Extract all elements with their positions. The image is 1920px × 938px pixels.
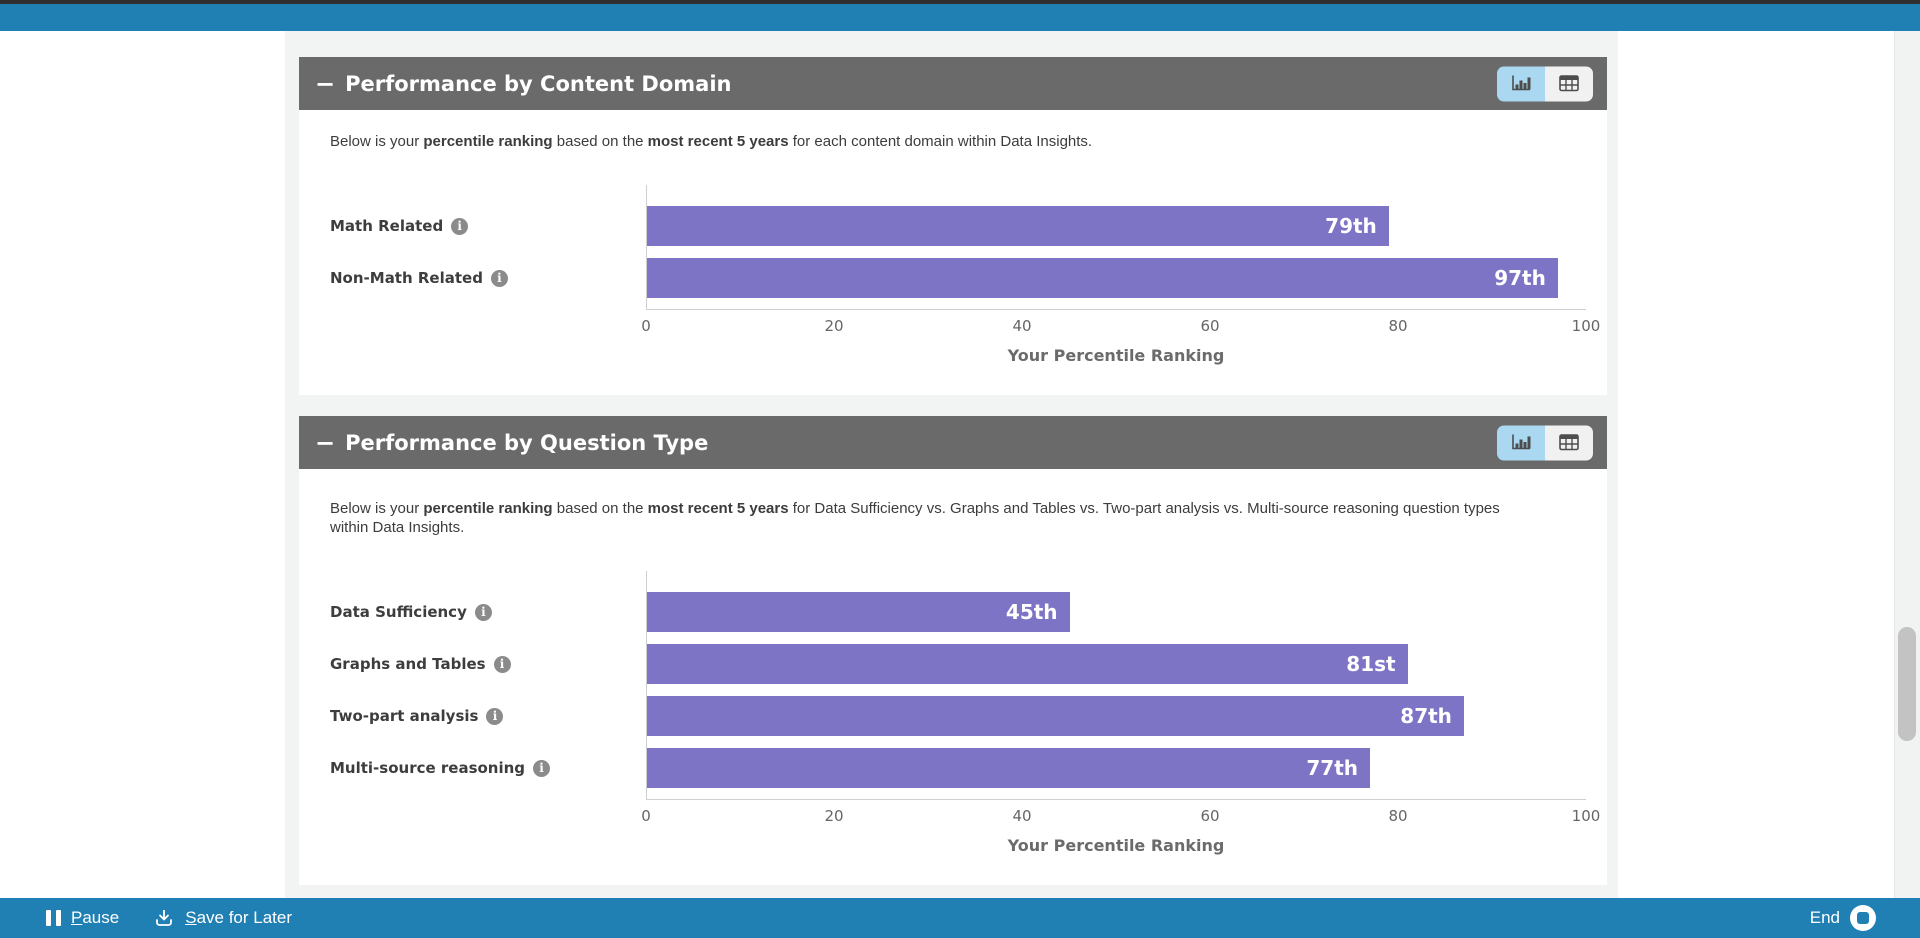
chart-labels-column: Data Sufficiency i Graphs and Tables i Two-p… — [299, 571, 646, 800]
percentile-bar: 45th — [647, 592, 1070, 632]
axis-tick-label: 80 — [1388, 807, 1408, 825]
percentile-bar: 81st — [647, 644, 1408, 684]
info-icon[interactable]: i — [490, 269, 508, 287]
chart-row: 45th — [647, 586, 1586, 638]
bar-value-label: 45th — [1005, 600, 1058, 624]
panel-body: Below is your percentile ranking based o… — [299, 469, 1607, 885]
axis-tick-label: 0 — [641, 317, 651, 335]
table-icon — [1559, 434, 1579, 451]
panel-header: − Performance by Question Type — [299, 416, 1607, 469]
vertical-scrollbar[interactable] — [1894, 31, 1920, 898]
percentile-bar: 97th — [647, 258, 1558, 298]
save-for-later-button[interactable]: Save for Later — [153, 908, 292, 928]
chart-row-label: Multi-source reasoning i — [299, 742, 646, 794]
axis-tick-label: 0 — [641, 807, 651, 825]
category-label: Two-part analysis — [330, 707, 479, 725]
x-axis-title: Your Percentile Ranking — [1007, 346, 1225, 365]
chart-row: 97th — [647, 252, 1586, 304]
bar-chart-icon — [1512, 75, 1531, 91]
main-area: − Performance by Content Domain — [0, 31, 1920, 898]
info-icon[interactable]: i — [493, 655, 511, 673]
category-label: Math Related — [330, 217, 444, 235]
percentile-bar: 77th — [647, 748, 1371, 788]
chart-row: 81st — [647, 638, 1586, 690]
bar-value-label: 87th — [1400, 704, 1452, 728]
view-toggle-group — [1497, 66, 1593, 101]
collapse-toggle[interactable]: − — [315, 69, 336, 98]
chart-description: Below is your percentile ranking based o… — [330, 500, 1500, 536]
x-axis: 0 20 40 60 80 100 — [299, 310, 1600, 338]
chart-view-button[interactable] — [1497, 425, 1545, 460]
top-nav-bar — [0, 4, 1920, 31]
table-view-button[interactable] — [1545, 66, 1593, 101]
chart-plot-area: 45th 81st 87th 77th — [646, 571, 1586, 800]
bar-value-label: 81st — [1346, 652, 1396, 676]
chart-row: 77th — [647, 742, 1586, 794]
view-toggle-group — [1497, 425, 1593, 460]
end-label: End — [1809, 908, 1840, 927]
end-button[interactable]: End — [1810, 905, 1876, 931]
chart-row-label: Two-part analysis i — [299, 690, 646, 742]
axis-tick-label: 60 — [1200, 807, 1220, 825]
test-navigation-bar: Pause Save for Later End — [0, 898, 1920, 938]
collapse-toggle[interactable]: − — [315, 428, 336, 457]
window-top-strip — [0, 0, 1920, 4]
scrollbar-thumb[interactable] — [1898, 627, 1916, 741]
chart-row-label: Graphs and Tables i — [299, 638, 646, 690]
axis-tick-label: 40 — [1012, 317, 1032, 335]
bar-value-label: 77th — [1306, 756, 1359, 780]
x-axis-ticks: 0 20 40 60 80 100 — [641, 310, 1600, 338]
axis-tick-label: 20 — [824, 807, 844, 825]
x-axis: 0 20 40 60 80 100 — [299, 800, 1600, 828]
chart-plot-area: 79th 97th — [646, 185, 1586, 310]
percentile-bar-chart: Data Sufficiency i Graphs and Tables i Two-p… — [299, 571, 1607, 855]
category-label: Multi-source reasoning — [330, 759, 526, 777]
bar-value-label: 79th — [1325, 214, 1377, 238]
chart-view-button[interactable] — [1497, 66, 1545, 101]
panel-body: Below is your percentile ranking based o… — [299, 110, 1607, 395]
panel-content-domain: − Performance by Content Domain — [299, 57, 1607, 395]
percentile-bar-chart: Math Related i Non-Math Related i 79th 97th … — [299, 185, 1607, 365]
info-icon[interactable]: i — [533, 759, 551, 777]
bar-chart-icon — [1512, 434, 1531, 450]
chart-labels-column: Math Related i Non-Math Related i — [299, 185, 646, 310]
axis-tick-label: 40 — [1012, 807, 1032, 825]
panel-title: Performance by Content Domain — [345, 71, 732, 96]
chart-row-label: Data Sufficiency i — [299, 586, 646, 638]
axis-tick-label: 80 — [1388, 317, 1408, 335]
chart-row: 79th — [647, 200, 1586, 252]
axis-tick-label: 20 — [824, 317, 844, 335]
chart-row: 87th — [647, 690, 1586, 742]
category-label: Data Sufficiency — [330, 603, 467, 621]
download-icon — [156, 910, 173, 926]
bar-value-label: 97th — [1494, 266, 1546, 290]
axis-tick-label: 100 — [1571, 807, 1601, 825]
panel-question-type: − Performance by Question Type — [299, 416, 1607, 885]
chart-row-label: Math Related i — [299, 200, 646, 252]
chart-row-label: Non-Math Related i — [299, 252, 646, 304]
pause-label: Pause — [71, 908, 120, 927]
percentile-bar: 79th — [647, 206, 1389, 246]
category-label: Non-Math Related — [330, 269, 483, 287]
axis-tick-label: 60 — [1200, 317, 1220, 335]
info-icon[interactable]: i — [451, 217, 469, 235]
axis-tick-label: 100 — [1571, 317, 1601, 335]
save-for-later-label: Save for Later — [185, 908, 293, 927]
pause-icon — [46, 910, 61, 926]
pause-button[interactable]: Pause — [46, 908, 119, 928]
x-axis-ticks: 0 20 40 60 80 100 — [641, 800, 1600, 828]
panel-title: Performance by Question Type — [345, 430, 709, 455]
info-icon[interactable]: i — [486, 707, 504, 725]
percentile-bar: 87th — [647, 696, 1464, 736]
table-view-button[interactable] — [1545, 425, 1593, 460]
x-axis-title: Your Percentile Ranking — [1007, 836, 1225, 855]
content-area: − Performance by Content Domain — [285, 31, 1618, 898]
chart-description: Below is your percentile ranking based o… — [330, 133, 1093, 150]
info-icon[interactable]: i — [474, 603, 492, 621]
table-icon — [1559, 75, 1579, 92]
category-label: Graphs and Tables — [330, 655, 486, 673]
panel-header: − Performance by Content Domain — [299, 57, 1607, 110]
stop-record-icon — [1850, 905, 1876, 931]
